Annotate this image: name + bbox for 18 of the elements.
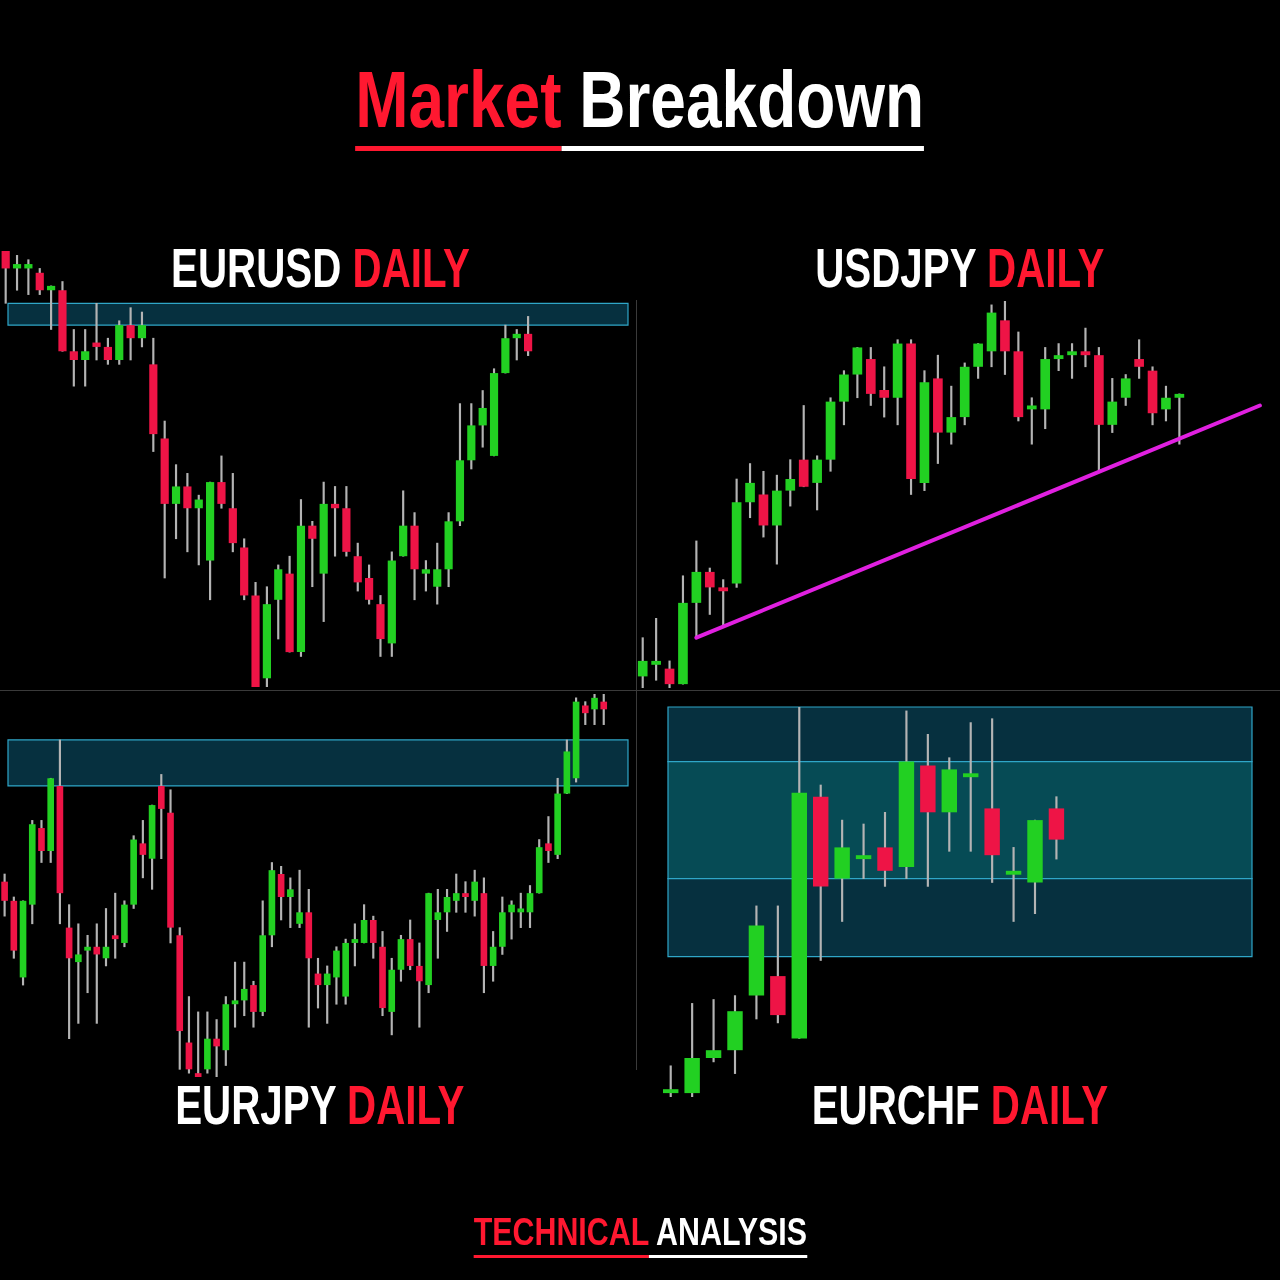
candlestick [705,999,722,1063]
candlestick [1005,847,1022,922]
text: TECHNICAL ANALYSIS [473,1211,807,1255]
text: Market Breakdown [355,55,925,146]
candlestick [508,900,515,940]
text: EURCHF DAILY [811,1073,1109,1136]
candlestick [963,722,979,852]
candlestick [462,881,469,913]
candlestick [84,934,91,994]
text: EURJPY DAILY [175,1073,465,1136]
chart-title: EURUSD DAILY [170,236,470,299]
candlestick [591,694,598,725]
chart-title: USDJPY DAILY [815,236,1105,299]
candlestick [545,816,552,863]
candlestick [296,869,303,928]
candlestick [92,302,101,361]
candlestick [855,823,872,879]
candlestick [1080,327,1091,368]
